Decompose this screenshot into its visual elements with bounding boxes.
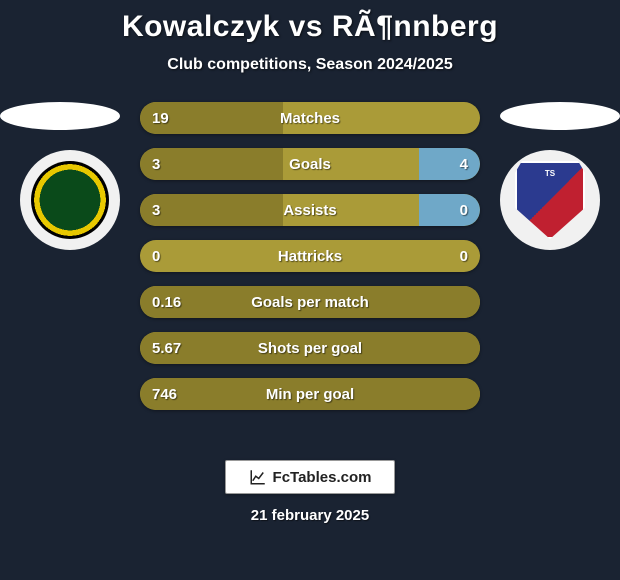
- stat-row: 0.16Goals per match: [140, 286, 480, 318]
- left-ellipse: [0, 102, 120, 130]
- stat-row: 746Min per goal: [140, 378, 480, 410]
- footer-label: FcTables.com: [273, 469, 372, 486]
- right-club-crest: TS: [515, 161, 585, 239]
- stat-row: 3Goals4: [140, 148, 480, 180]
- right-club-badge: TS: [500, 150, 600, 250]
- stat-row: 3Assists0: [140, 194, 480, 226]
- stat-label: Shots per goal: [140, 340, 480, 357]
- stats-list: 19Matches3Goals43Assists00Hattricks00.16…: [140, 102, 480, 424]
- stat-label: Min per goal: [140, 386, 480, 403]
- stat-row: 0Hattricks0: [140, 240, 480, 272]
- stat-value-right: 0: [432, 202, 480, 219]
- stat-label: Assists: [140, 202, 480, 219]
- comparison-area: TS 19Matches3Goals43Assists00Hattricks00…: [0, 102, 620, 442]
- page-title: Kowalczyk vs RÃ¶nnberg: [0, 0, 620, 44]
- stat-label: Matches: [140, 110, 480, 127]
- right-ellipse: [500, 102, 620, 130]
- subtitle: Club competitions, Season 2024/2025: [0, 56, 620, 74]
- stat-label: Goals: [140, 156, 480, 173]
- stat-row: 19Matches: [140, 102, 480, 134]
- chart-icon: [249, 468, 267, 486]
- stat-value-right: 4: [432, 156, 480, 173]
- stat-row: 5.67Shots per goal: [140, 332, 480, 364]
- stat-value-right: 0: [432, 248, 480, 265]
- left-club-crest: [31, 161, 109, 239]
- date-label: 21 february 2025: [0, 507, 620, 524]
- stat-label: Goals per match: [140, 294, 480, 311]
- footer-attribution: FcTables.com: [225, 460, 395, 494]
- stat-label: Hattricks: [140, 248, 480, 265]
- left-club-badge: [20, 150, 120, 250]
